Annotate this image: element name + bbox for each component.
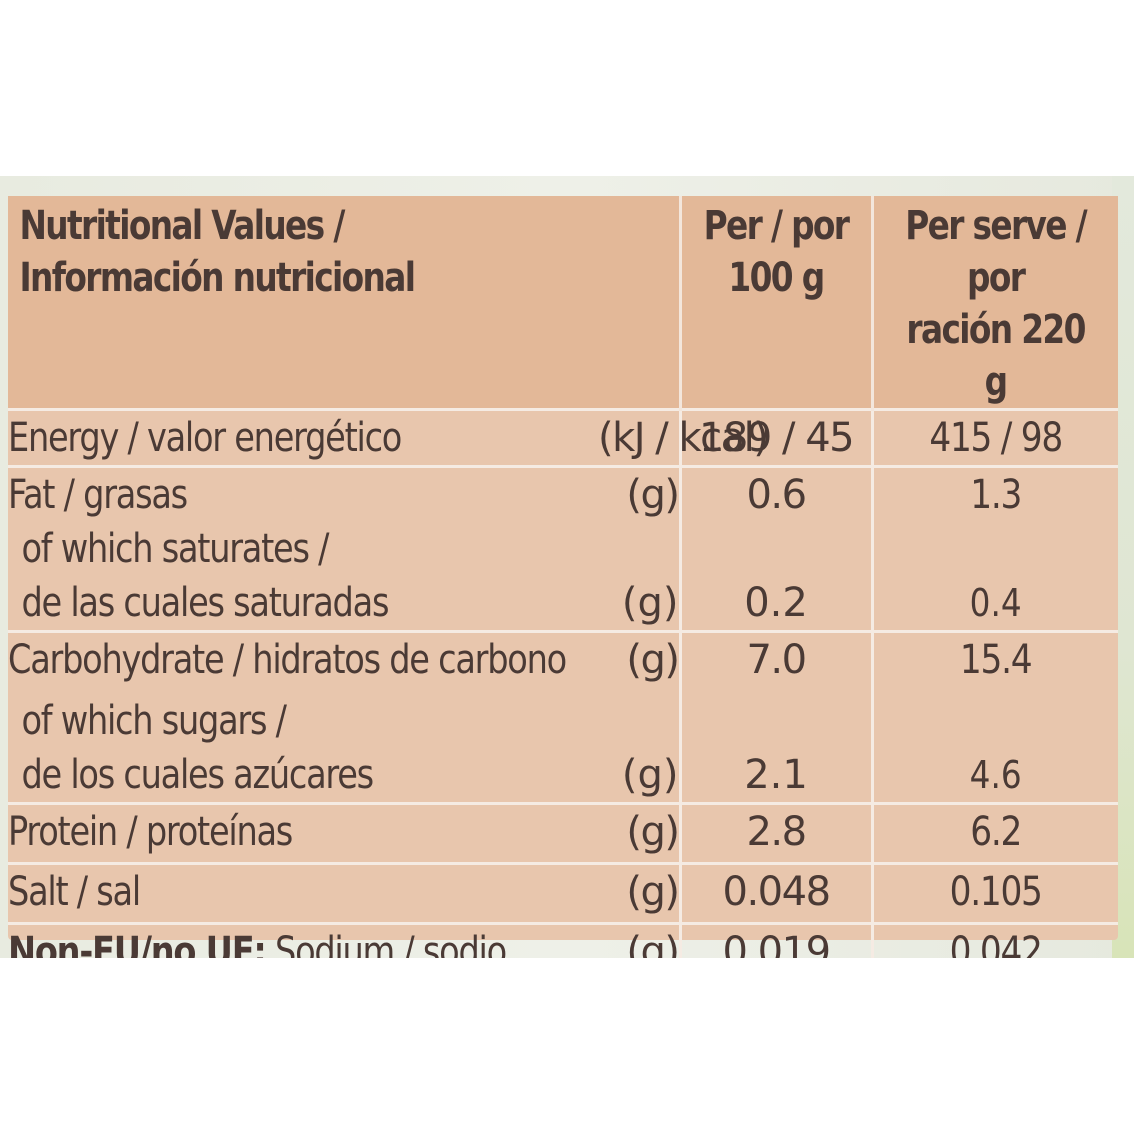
header-title-line1: Nutritional Values / xyxy=(19,203,345,249)
row-label-text: Sodium / sodio xyxy=(275,928,507,959)
header-title-line2: Información nutricional xyxy=(19,255,416,301)
row-unit: (g) xyxy=(598,465,680,522)
row-label-energy: Energy / valor energético xyxy=(8,408,504,467)
nutrition-table: Nutritional Values / Información nutrici… xyxy=(8,196,1119,959)
row-value-per100: 0.048 xyxy=(678,861,873,923)
row-value-serve: 415 / 98 xyxy=(887,408,1101,467)
header-per-serve: Per serve / por ración 220 g xyxy=(892,196,1096,410)
row-value-per100: 189 / 45 xyxy=(678,408,873,467)
label-photo: Nutritional Values / Información nutrici… xyxy=(0,176,1134,958)
row-value-serve: 4.6 xyxy=(887,693,1101,803)
row-label-carbohydrate: Carbohydrate / hidratos de carbono xyxy=(8,630,567,694)
row-value-serve: 0.042 xyxy=(887,921,1101,958)
row-value-serve: 6.2 xyxy=(887,801,1101,863)
row-label-protein: Protein / proteínas xyxy=(8,801,504,863)
row-value-per100: 2.8 xyxy=(678,801,873,863)
row-value-serve: 0.105 xyxy=(887,861,1101,923)
row-label-saturates: of which saturates / de las cuales satur… xyxy=(8,522,504,632)
row-label-prefix: Non-EU/no UE: xyxy=(8,928,267,959)
row-value-per100: 0.6 xyxy=(678,465,873,522)
row-unit: (g) xyxy=(621,580,679,626)
row-value-serve: 0.4 xyxy=(887,522,1101,632)
row-value-per100: 2.1 xyxy=(678,693,873,803)
row-value-per100: 0.019 xyxy=(678,921,873,958)
row-label-salt: Salt / sal xyxy=(8,861,504,923)
row-label-fat: Fat / grasas xyxy=(8,465,504,522)
table-row: Carbohydrate / hidratos de carbono (g) 7… xyxy=(8,630,1118,694)
row-unit: (kJ / kcal) xyxy=(598,408,769,467)
header-serve-line2: ración 220 g xyxy=(906,307,1086,405)
header-title: Nutritional Values / Información nutrici… xyxy=(8,196,559,410)
nutrition-label: Nutritional Values / Información nutrici… xyxy=(8,196,1119,958)
table-row: of which sugars / de los cuales azúcares… xyxy=(8,693,1118,804)
header-per100-line1: Per / por xyxy=(703,203,850,249)
table-header: Nutritional Values / Información nutrici… xyxy=(8,196,1119,410)
table-row: Fat / grasas (g) 0.6 1.3 xyxy=(8,465,1118,522)
row-label-sugars: of which sugars / de los cuales azúcares xyxy=(8,694,504,804)
table-row: of which saturates / de las cuales satur… xyxy=(8,522,1118,632)
row-sublabel-en: of which sugars / xyxy=(21,697,287,744)
header-per100-line2: 100 g xyxy=(728,255,825,301)
table-row: Protein / proteínas (g) 2.8 6.2 xyxy=(8,801,1118,863)
row-sublabel-es: de las cuales saturadas xyxy=(21,580,389,626)
table-row: Energy / valor energético (kJ / kcal) 18… xyxy=(8,408,1118,467)
row-label-sodium: Non-EU/no UE: Sodium / sodio xyxy=(8,921,507,959)
row-sublabel-es: de los cuales azúcares xyxy=(21,751,374,798)
row-value-serve: 1.3 xyxy=(887,465,1101,522)
row-value-serve: 15.4 xyxy=(887,630,1101,694)
header-per100: Per / por 100 g xyxy=(696,196,855,410)
header-serve-line1: Per serve / por xyxy=(905,203,1087,301)
row-value-per100: 7.0 xyxy=(678,630,873,694)
row-unit: (g) xyxy=(598,630,680,694)
row-unit: (g) xyxy=(598,921,680,958)
table-row: Salt / sal (g) 0.048 0.105 xyxy=(8,861,1118,923)
row-value-per100: 0.2 xyxy=(678,522,873,632)
row-unit: (g) xyxy=(621,751,679,798)
table-row: Non-EU/no UE: Sodium / sodio (g) 0.019 0… xyxy=(8,921,1118,959)
row-unit: (g) xyxy=(598,801,680,863)
row-unit: (g) xyxy=(598,861,680,923)
row-sublabel-en: of which saturates / xyxy=(21,526,329,572)
